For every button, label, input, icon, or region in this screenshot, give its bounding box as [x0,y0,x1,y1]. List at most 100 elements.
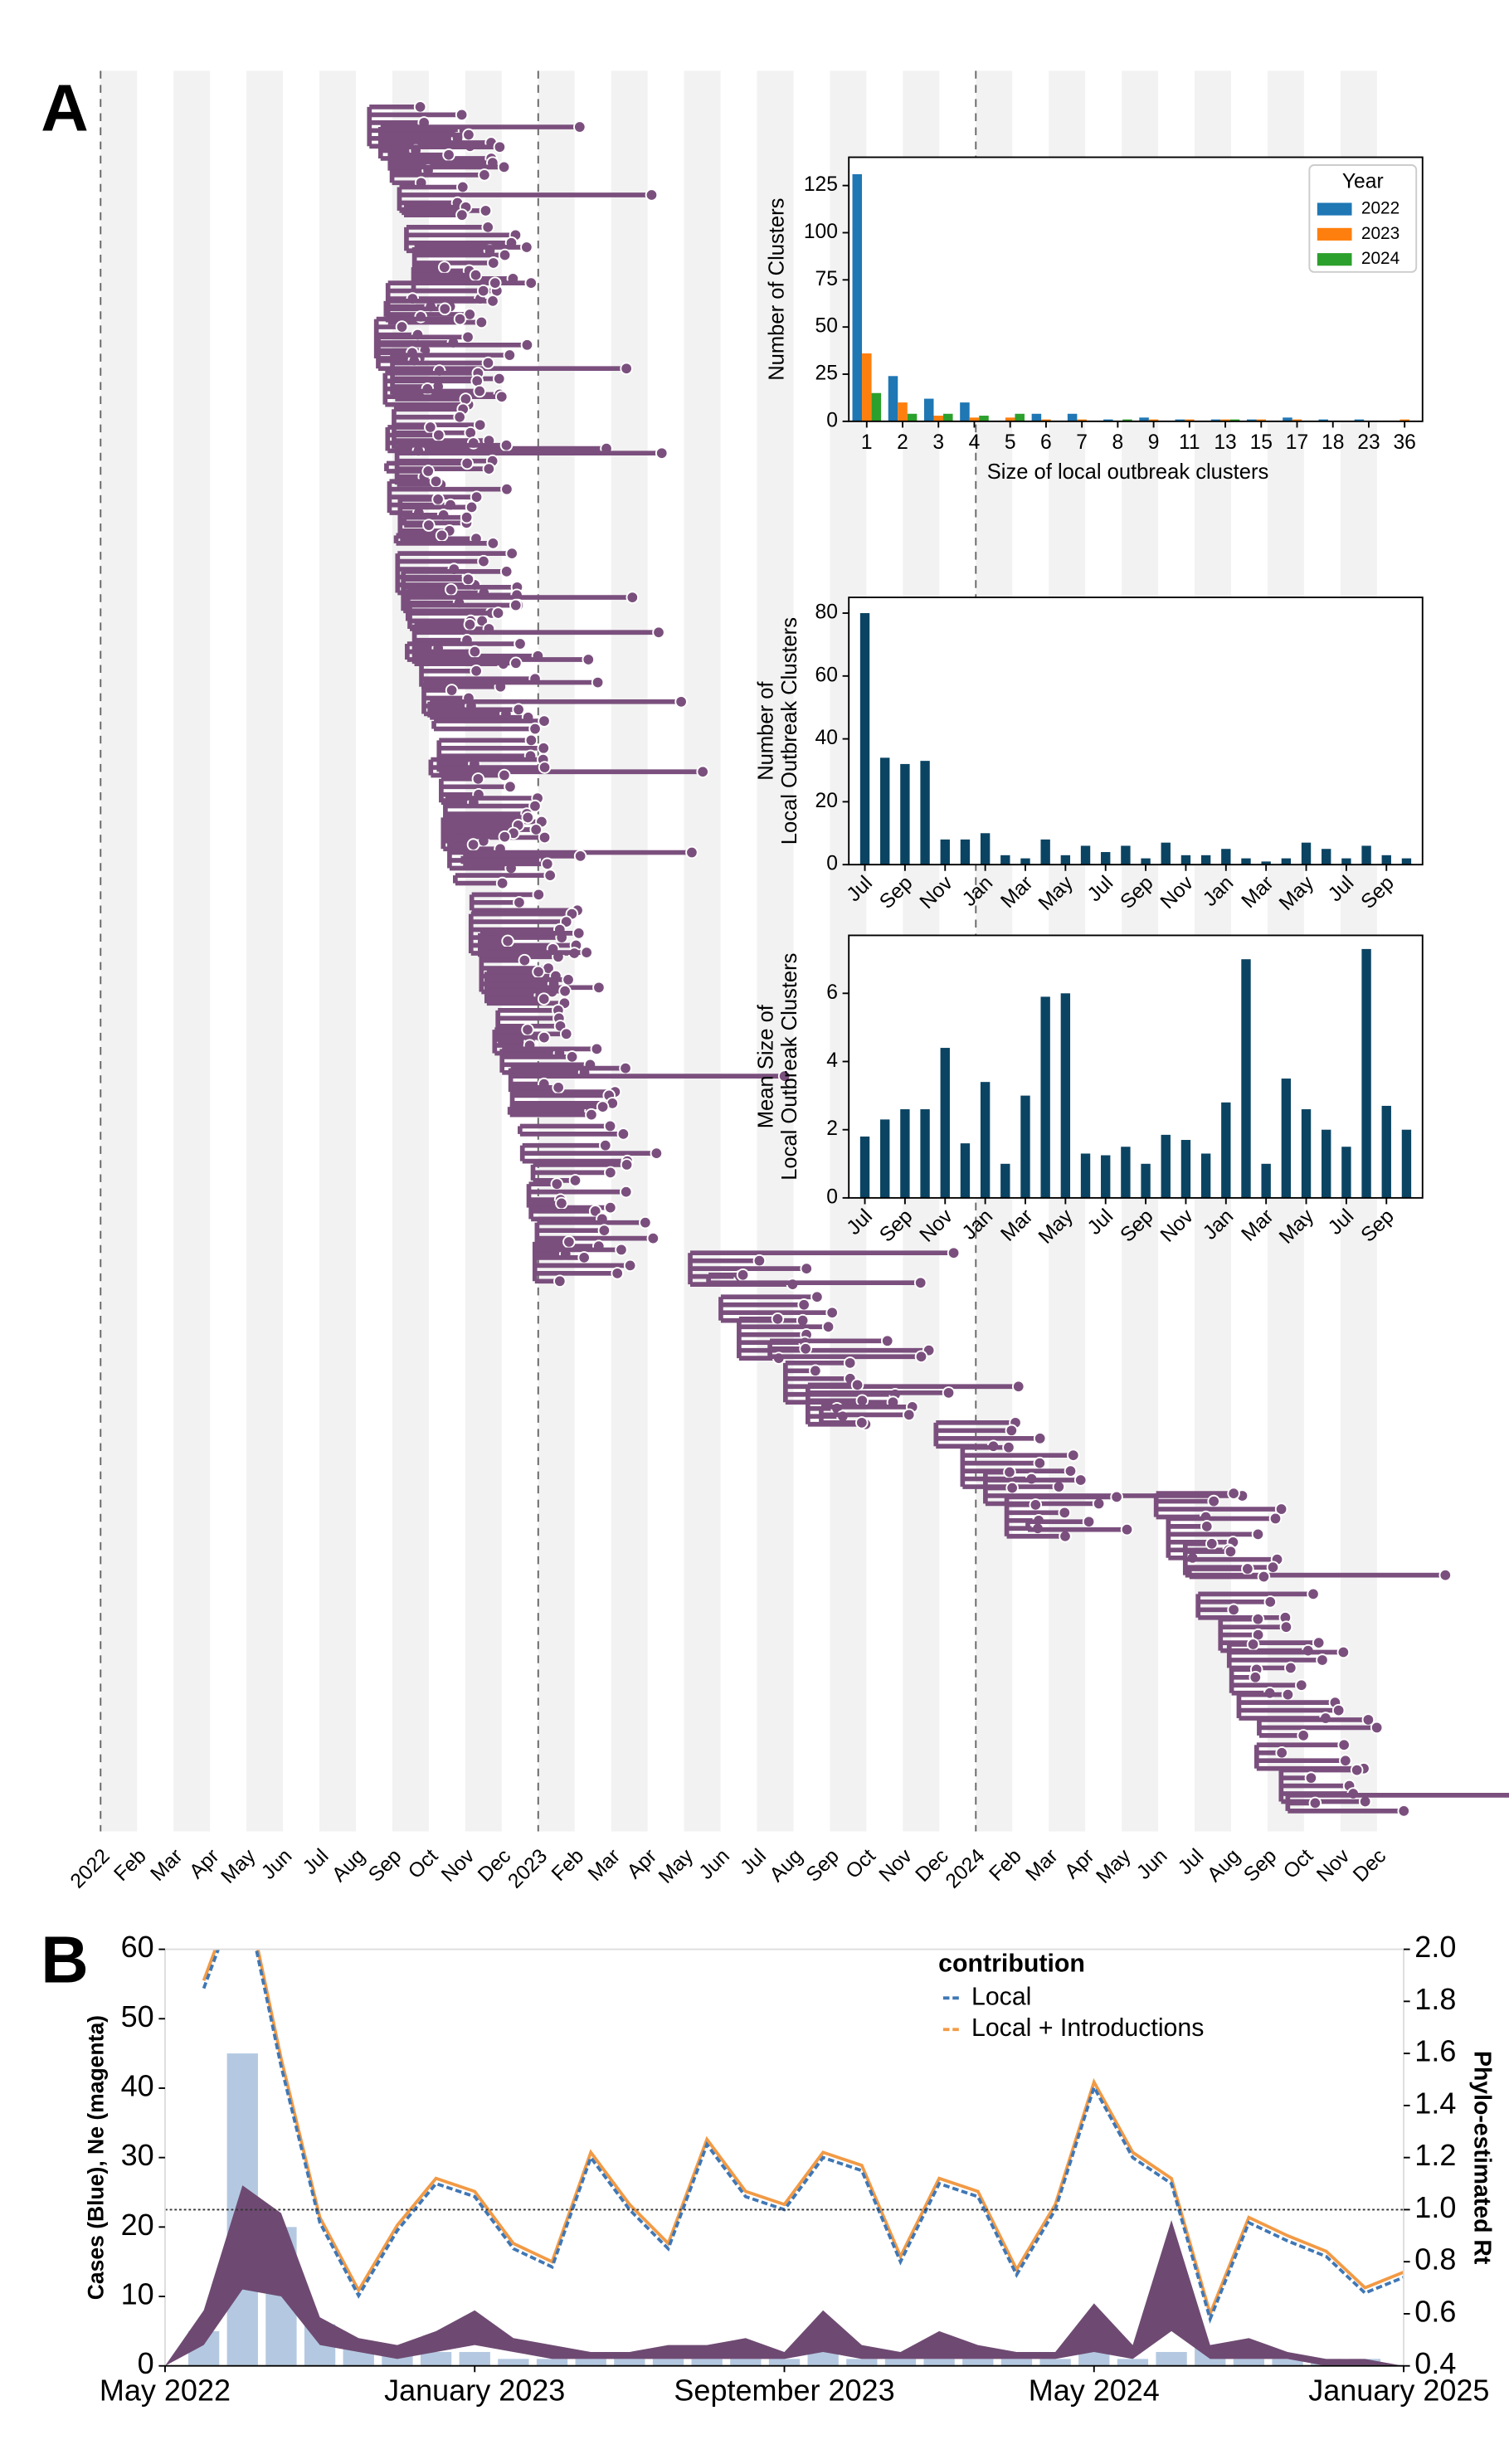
case-bar [691,2359,723,2366]
plot-area [164,1949,1404,2366]
tree-tip [497,160,511,174]
tree-tip [1120,1522,1134,1536]
bar [1060,855,1071,865]
bar [1322,1129,1331,1198]
x-tick-label: 18 [1322,431,1344,454]
tree-tip [616,1127,630,1141]
bar [1256,419,1267,421]
tree-tip [825,1306,839,1319]
tree-tip [473,384,486,398]
bar [907,413,918,421]
axes-background [849,935,1423,1198]
tree-tip [537,742,551,755]
tree-tip [513,896,526,909]
tree-tip [1397,1804,1411,1818]
bar [1220,419,1230,421]
bar [1200,855,1211,865]
x-tick-label: January 2023 [384,2373,565,2407]
bar [1341,1147,1351,1198]
tree-tip [463,618,477,631]
y2-tick-label: 1.2 [1414,2138,1456,2172]
x-tick-label: Jul [1083,1205,1117,1239]
tree-tip [650,1147,664,1160]
tree-tip [568,1174,582,1187]
tree-tip [674,695,688,709]
y-axis-label: Cases (Blue), Ne (magenta) [83,2015,108,2300]
bar [1261,861,1271,865]
case-bar [536,2359,568,2366]
tree-tip [538,1030,551,1045]
bar [880,757,890,865]
tree-tip [1312,1636,1326,1649]
bar [1241,858,1251,865]
tree-tip [479,204,493,217]
tree-tip [1005,1424,1019,1438]
tree-tip [1339,1754,1352,1767]
tree-tip [1003,1465,1016,1479]
tree-tip [456,180,470,194]
bar [1341,858,1351,865]
bar [1139,417,1149,421]
tree-tip [646,1231,660,1245]
tree-tip [736,1268,750,1282]
tree-tip [438,302,452,316]
tree-tip [592,981,606,995]
tree-tip [538,714,551,728]
y-tick-label: 10 [121,2277,154,2311]
month-stripe [611,71,648,1832]
bar [1067,413,1078,421]
tree-tip [799,1342,812,1356]
y-tick-label: 4 [826,1049,838,1072]
legend-box [1308,164,1418,273]
bar [1301,1109,1312,1198]
bar [900,1109,910,1198]
tree-tip [1274,1502,1288,1516]
bar [1301,842,1312,865]
tree-tip [445,684,459,697]
tree-tip [432,428,445,442]
y-axis-label: Mean Size of [754,1004,777,1128]
case-bar [1039,2359,1071,2366]
bar [1281,1079,1292,1198]
bar [888,376,898,421]
x-tick-label: Nov [1156,1205,1199,1247]
rt-line [202,1949,1404,2325]
x-tick-label: 2 [897,431,908,454]
x-tick-label: Nov [1312,1844,1355,1887]
tree-tip [558,984,572,998]
tree-tip [520,241,533,254]
x-tick-label: May [655,1844,698,1887]
tree-tip [481,221,494,234]
tree-tip [495,876,509,890]
x-tick-label: 23 [1357,431,1380,454]
y-tick-label: 60 [121,1930,154,1964]
tree-tip [590,1042,604,1056]
legend-swatch [1317,202,1352,216]
x-tick-label: 5 [1005,431,1016,454]
case-bar [846,2359,878,2366]
bar [960,402,970,421]
case-bar [923,2359,955,2366]
case-bar [498,2359,529,2366]
tree-tip [429,475,443,488]
tree-tip [620,1158,634,1171]
tree-tip [1200,1520,1214,1533]
tree-tip [582,653,596,666]
x-tick-label: Sep [1239,1845,1281,1887]
bar [1318,419,1328,421]
bar [1103,419,1113,421]
tree-tip [615,1243,628,1257]
x-tick-label: 15 [1250,431,1273,454]
bar [920,761,930,865]
tree-tip [1005,1481,1019,1495]
bar [880,1119,890,1198]
x-tick-label: May [1093,1844,1136,1887]
bar [1180,855,1191,865]
tree-tip [461,572,475,587]
tree-tip [494,390,509,403]
tree-tip [499,438,514,452]
tree-tip [623,1259,637,1273]
x-tick-label: 17 [1286,431,1308,454]
tree-tip [514,637,527,650]
tree-tip [572,927,586,940]
